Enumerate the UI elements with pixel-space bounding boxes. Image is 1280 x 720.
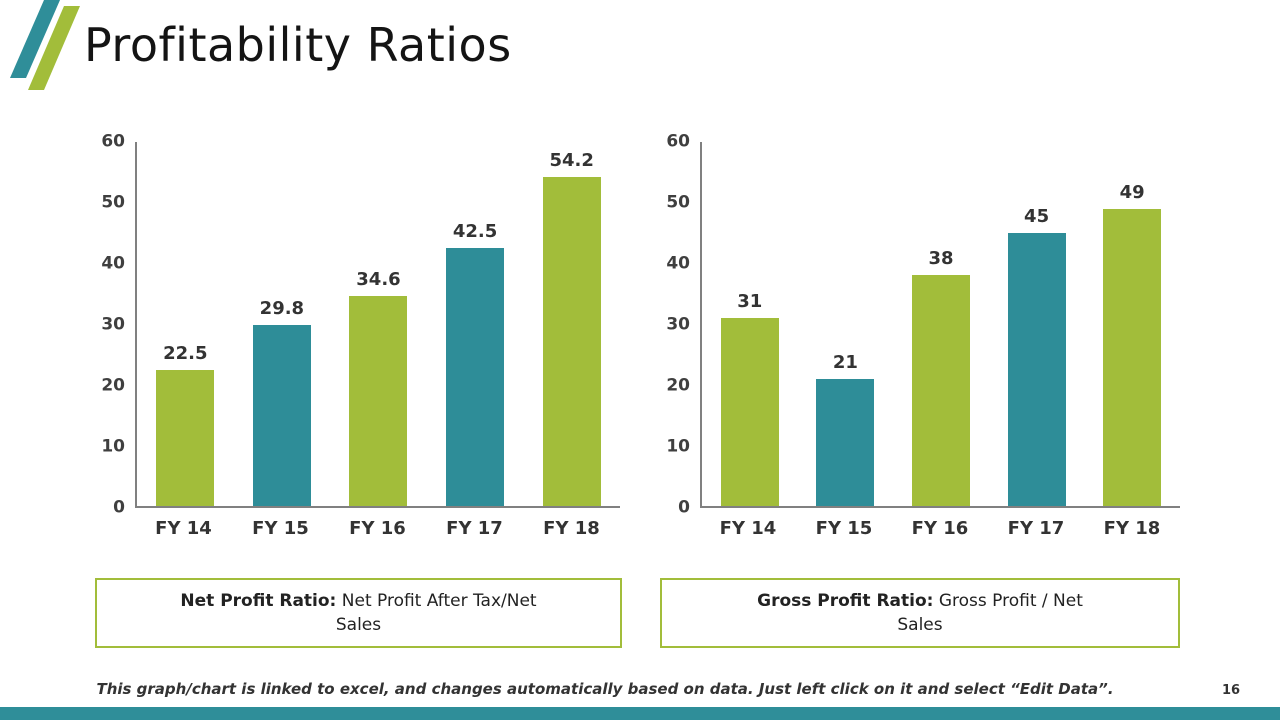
y-tick-label: 40 xyxy=(666,253,690,274)
plot-area: 22.5 29.8 34.6 42.5 54.2 xyxy=(135,142,620,508)
bar-fy-17: 45 xyxy=(1007,206,1066,506)
bar-slot: 42.5 xyxy=(427,142,524,506)
y-tick-label: 20 xyxy=(666,375,690,396)
net-profit-caption-box: Net Profit Ratio: Net Profit After Tax/N… xyxy=(95,578,622,648)
gross-profit-chart[interactable]: 0 10 20 30 40 50 60 31 21 38 45 49 FY 14 FY 15 FY 16… xyxy=(660,133,1180,539)
plot-area: 31 21 38 45 49 xyxy=(700,142,1180,508)
bar-slot: 34.6 xyxy=(330,142,427,506)
y-tick-label: 40 xyxy=(101,253,125,274)
logo-slash-icon xyxy=(10,0,80,90)
bar-value-label: 29.8 xyxy=(259,298,305,320)
footer-note: This graph/chart is linked to excel, and… xyxy=(96,680,1114,698)
bar-fy-14: 22.5 xyxy=(156,343,215,506)
y-tick-label: 0 xyxy=(113,497,125,518)
x-axis-label: FY 15 xyxy=(815,518,873,539)
y-tick-label: 60 xyxy=(666,131,690,152)
bar-slot: 45 xyxy=(989,142,1085,506)
net-profit-chart[interactable]: 0 10 20 30 40 50 60 22.5 29.8 34.6 42.5 54.2 FY 14… xyxy=(95,133,620,539)
caption-text: Net Profit Ratio: Net Profit After Tax/N… xyxy=(167,589,550,637)
bar-slot: 54.2 xyxy=(523,142,620,506)
bar-slot: 38 xyxy=(893,142,989,506)
x-axis-label: FY 17 xyxy=(446,518,503,539)
bar-slot: 31 xyxy=(702,142,798,506)
bar-value-label: 42.5 xyxy=(452,221,498,243)
x-axis-labels: FY 14 FY 15 FY 16 FY 17 FY 18 xyxy=(700,518,1180,539)
bar-fy-18: 54.2 xyxy=(542,150,601,506)
y-tick-label: 10 xyxy=(101,436,125,457)
bar-value-label: 31 xyxy=(737,290,763,312)
x-axis-labels: FY 14 FY 15 FY 16 FY 17 FY 18 xyxy=(135,518,620,539)
bar-value-label: 49 xyxy=(1119,181,1145,203)
y-tick-label: 50 xyxy=(101,192,125,213)
y-axis: 0 10 20 30 40 50 60 xyxy=(660,133,700,516)
x-axis-label: FY 16 xyxy=(349,518,406,539)
x-axis-label: FY 14 xyxy=(155,518,212,539)
bar-fy-16: 38 xyxy=(911,248,970,506)
x-axis-label: FY 18 xyxy=(543,518,600,539)
bottom-accent-bar xyxy=(0,707,1280,720)
x-axis-label: FY 18 xyxy=(1103,518,1161,539)
bar-fy-17: 42.5 xyxy=(446,221,505,506)
bar-fy-14: 31 xyxy=(720,291,779,506)
bar-value-label: 22.5 xyxy=(163,342,208,364)
bar-fy-15: 29.8 xyxy=(252,298,311,506)
bar-value-label: 21 xyxy=(832,351,858,373)
caption-label: Net Profit Ratio: xyxy=(180,591,337,611)
bar-fy-18: 49 xyxy=(1103,182,1162,506)
page-title: Profitability Ratios xyxy=(84,18,512,72)
bar-slot: 21 xyxy=(798,142,894,506)
x-axis-label: FY 14 xyxy=(719,518,777,539)
caption-description: Net Profit After Tax/Net Sales xyxy=(335,591,537,635)
y-tick-label: 30 xyxy=(666,314,690,335)
x-axis-label: FY 15 xyxy=(252,518,309,539)
bar-value-label: 34.6 xyxy=(356,269,401,291)
bar-value-label: 54.2 xyxy=(549,150,594,172)
caption-label: Gross Profit Ratio: xyxy=(757,591,934,611)
x-axis-label: FY 16 xyxy=(911,518,969,539)
bar-slot: 49 xyxy=(1084,142,1180,506)
bar-slot: 29.8 xyxy=(234,142,331,506)
bar-value-label: 38 xyxy=(928,248,954,270)
x-axis-label: FY 17 xyxy=(1007,518,1065,539)
bar-value-label: 45 xyxy=(1024,206,1050,227)
y-tick-label: 30 xyxy=(101,314,125,335)
y-axis: 0 10 20 30 40 50 60 xyxy=(95,133,135,516)
y-tick-label: 10 xyxy=(666,436,690,457)
y-tick-label: 20 xyxy=(101,375,125,396)
caption-description: Gross Profit / Net Sales xyxy=(897,591,1083,635)
caption-text: Gross Profit Ratio: Gross Profit / Net S… xyxy=(732,589,1108,637)
y-tick-label: 0 xyxy=(678,497,690,518)
bar-fy-15: 21 xyxy=(816,352,875,506)
bar-slot: 22.5 xyxy=(137,142,234,506)
page-number: 16 xyxy=(1222,683,1241,698)
y-tick-label: 60 xyxy=(101,131,125,152)
y-tick-label: 50 xyxy=(666,192,690,213)
bar-fy-16: 34.6 xyxy=(349,269,408,506)
gross-profit-caption-box: Gross Profit Ratio: Gross Profit / Net S… xyxy=(660,578,1180,648)
